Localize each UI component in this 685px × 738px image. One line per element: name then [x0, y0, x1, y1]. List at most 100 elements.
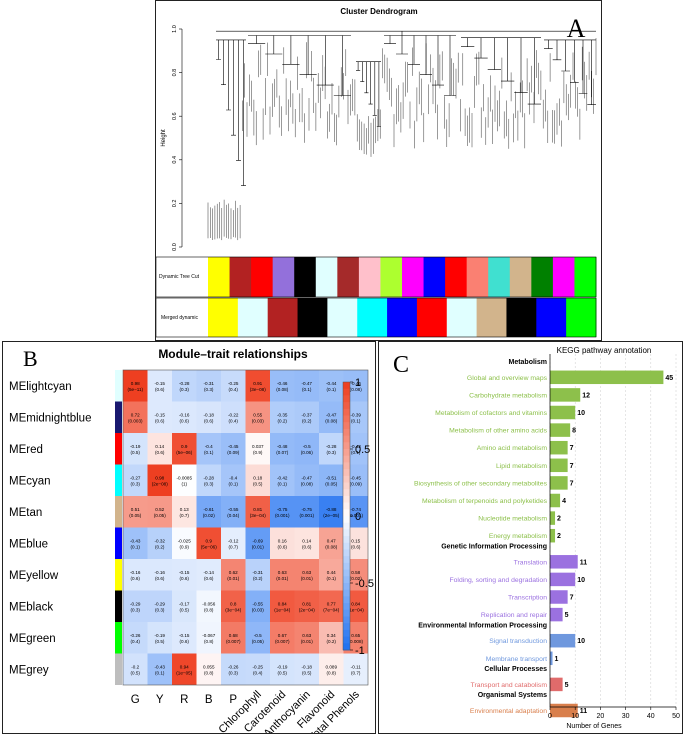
heatmap-cell-pvalue: (5e−11)	[127, 387, 143, 392]
heatmap-cell	[294, 496, 319, 528]
heatmap-cell	[270, 401, 295, 433]
heatmap-cell-pvalue: (0.09)	[227, 450, 239, 455]
heatmap-cell-pvalue: (0.4)	[229, 418, 239, 423]
kegg-bar-value: 5	[565, 612, 569, 619]
heatmap-cell-value: -0.55	[228, 507, 239, 512]
colorbar-step	[343, 495, 350, 504]
heatmap-cell-pvalue: (0.1)	[351, 418, 361, 423]
heatmap-cell-pvalue: (0.09)	[350, 481, 362, 486]
heatmap-cell-pvalue: (0.007)	[275, 639, 290, 644]
heatmap-col-label: Y	[156, 694, 164, 706]
heatmap-cell	[196, 464, 221, 496]
heatmap-row-color	[115, 401, 122, 433]
colorbar-step	[343, 529, 350, 537]
heatmap-cell-value: -0.15	[179, 570, 190, 575]
heatmap-cell-pvalue: (3e−04)	[250, 513, 266, 518]
heatmap-cell	[294, 433, 319, 465]
kegg-xtick-label: 50	[672, 713, 680, 720]
dendrogram-figure: Cluster Dendrogram A Height 1.0 0.8 0.6 0.4…	[155, 7, 597, 338]
heatmap-cell	[172, 401, 197, 433]
track-segment	[267, 298, 299, 337]
heatmap-colorbar: 1 0.5 0 -0.5 -1	[342, 377, 374, 657]
heatmap-cell-value: 0.55	[253, 412, 262, 417]
heatmap-cell-pvalue: (0.01)	[301, 576, 313, 581]
heatmap-cell-value: -0.88	[326, 507, 337, 512]
heatmap-cell	[147, 653, 172, 685]
track-segment	[531, 257, 554, 297]
colorbar-step	[343, 408, 350, 416]
heatmap-cell	[123, 653, 148, 685]
track-segment	[380, 257, 403, 297]
heatmap-row-label: MEblue	[9, 538, 48, 550]
heatmap-cell-pvalue: (2e−04)	[299, 607, 315, 612]
track-segment	[416, 298, 448, 337]
heatmap-cell	[196, 527, 221, 559]
heatmap-cell-value: -0.69	[253, 538, 264, 543]
kegg-bar	[550, 440, 568, 455]
heatmap-cell-value: 0.9	[181, 444, 188, 449]
kegg-bar	[550, 493, 561, 508]
heatmap-cell	[245, 464, 270, 496]
heatmap-cell-pvalue: (3e−04)	[225, 607, 241, 612]
colorbar-step	[343, 388, 350, 396]
heatmap-cell	[245, 653, 270, 685]
kegg-bar-value: 2	[557, 516, 561, 523]
kegg-bar	[550, 607, 563, 622]
heatmap-cell	[245, 622, 270, 654]
heatmap-cell-pvalue: (0.05)	[325, 481, 337, 486]
heatmap-cell	[270, 496, 295, 528]
kegg-xtick-label: 20	[597, 713, 605, 720]
heatmap-cell-value: 0.72	[131, 412, 140, 417]
heatmap-col-label: R	[180, 694, 188, 706]
track-segment	[208, 257, 231, 297]
heatmap-cell	[270, 370, 295, 402]
panel-b-heatmap: B Module–trait relationships 0.98 (5e−11)…	[2, 341, 376, 738]
kegg-figure: C KEGG pathway annotation Metabolism Glob…	[393, 346, 680, 730]
heatmap-cell-pvalue: (0.3)	[155, 607, 165, 612]
dendrogram-ytick-label: 1.0	[172, 25, 178, 33]
kegg-bar-value: 7	[570, 463, 574, 470]
heatmap-cell-pvalue: (0.3)	[131, 607, 141, 612]
heatmap-cell-pvalue: (0.2)	[155, 544, 165, 549]
kegg-item-label: Amino acid metabolism	[477, 445, 548, 452]
heatmap-cell-pvalue: (0.007)	[226, 639, 241, 644]
heatmap-cell	[196, 590, 221, 622]
heatmap-cell-pvalue: (0.5)	[302, 670, 312, 675]
kegg-group-header: Cellular Processes	[484, 666, 547, 673]
heatmap-row-color	[115, 464, 122, 496]
colorbar-step	[343, 562, 350, 571]
heatmap-cell	[294, 590, 319, 622]
heatmap-row-color	[115, 653, 122, 685]
track-segment	[387, 298, 418, 337]
kegg-x-axis: 0 10 20 30 40 50	[548, 354, 680, 720]
heatmap-cell	[245, 527, 270, 559]
heatmap-cell-pvalue: (0.3)	[204, 387, 214, 392]
dendrogram-color-tracks	[155, 256, 597, 338]
heatmap-cell	[123, 622, 148, 654]
heatmap-cell-pvalue: (0.01)	[276, 576, 288, 581]
colorbar-step	[343, 576, 350, 584]
heatmap-cell-value: 0.81	[253, 507, 262, 512]
heatmap-cell	[147, 370, 172, 402]
colorbar-step	[343, 475, 350, 483]
track-segment	[552, 257, 575, 297]
heatmap-cell-value: -0.51	[326, 475, 337, 480]
colorbar-step	[343, 402, 350, 410]
heatmap-title: Module–trait relationships	[158, 347, 308, 361]
heatmap-cell-value: -0.18	[204, 412, 215, 417]
heatmap-cell-value: -0.16	[179, 412, 190, 417]
heatmap-cell-value: 0.77	[327, 601, 336, 606]
kegg-item-label: Energy metabolism	[489, 533, 548, 540]
kegg-bar	[550, 572, 576, 587]
kegg-bar	[550, 528, 556, 543]
dendrogram-tree	[207, 30, 597, 241]
track-segment	[337, 257, 360, 297]
heatmap-cell-pvalue: (0.8)	[327, 670, 337, 675]
colorbar-step	[343, 549, 350, 557]
kegg-bar	[550, 651, 553, 666]
heatmap-cell	[319, 653, 344, 685]
heatmap-cell-pvalue: (0.7)	[180, 513, 190, 518]
heatmap-cell-value: 0.58	[351, 570, 360, 575]
track-segment	[358, 257, 381, 297]
heatmap-cell-pvalue: (0.001)	[275, 513, 290, 518]
